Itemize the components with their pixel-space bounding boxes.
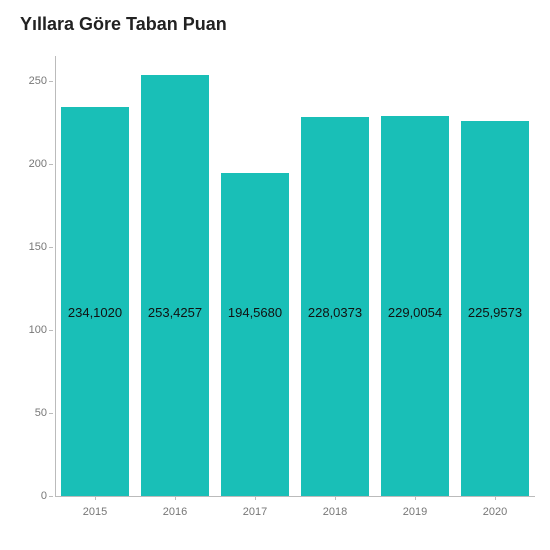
y-tick-label: 100 bbox=[29, 324, 47, 336]
bar-value-label: 194,5680 bbox=[228, 305, 282, 320]
y-tick-mark bbox=[49, 496, 53, 497]
y-tick-mark bbox=[49, 81, 53, 82]
y-tick-mark bbox=[49, 330, 53, 331]
bar bbox=[221, 173, 289, 496]
x-tick-mark bbox=[95, 496, 96, 500]
y-tick-mark bbox=[49, 247, 53, 248]
y-axis: 050100150200250 bbox=[0, 56, 55, 496]
bar bbox=[141, 75, 209, 496]
plot-area: 234,1020 253,4257 194,5680 228,0373 229,0054… bbox=[55, 56, 535, 496]
bar-value-label: 229,0054 bbox=[388, 305, 442, 320]
y-tick-label: 150 bbox=[29, 241, 47, 253]
y-tick-label: 200 bbox=[29, 158, 47, 170]
x-tick-mark bbox=[495, 496, 496, 500]
y-tick-label: 0 bbox=[41, 490, 47, 502]
chart-title: Yıllara Göre Taban Puan bbox=[20, 14, 227, 35]
x-tick-label: 2019 bbox=[403, 506, 427, 518]
bar bbox=[61, 107, 129, 496]
x-axis: 2015 2016 2017 2018 2019 2020 bbox=[55, 496, 535, 536]
x-tick-label: 2018 bbox=[323, 506, 347, 518]
x-tick-mark bbox=[335, 496, 336, 500]
y-tick-mark bbox=[49, 413, 53, 414]
x-tick-label: 2017 bbox=[243, 506, 267, 518]
y-tick-label: 250 bbox=[29, 75, 47, 87]
y-tick-mark bbox=[49, 164, 53, 165]
bar-value-label: 225,9573 bbox=[468, 305, 522, 320]
x-tick-label: 2020 bbox=[483, 506, 507, 518]
x-tick-label: 2016 bbox=[163, 506, 187, 518]
x-tick-mark bbox=[255, 496, 256, 500]
y-tick-label: 50 bbox=[35, 407, 47, 419]
bar-value-label: 234,1020 bbox=[68, 305, 122, 320]
x-tick-mark bbox=[415, 496, 416, 500]
bar-value-label: 253,4257 bbox=[148, 305, 202, 320]
x-tick-mark bbox=[175, 496, 176, 500]
bar-value-label: 228,0373 bbox=[308, 305, 362, 320]
x-tick-label: 2015 bbox=[83, 506, 107, 518]
